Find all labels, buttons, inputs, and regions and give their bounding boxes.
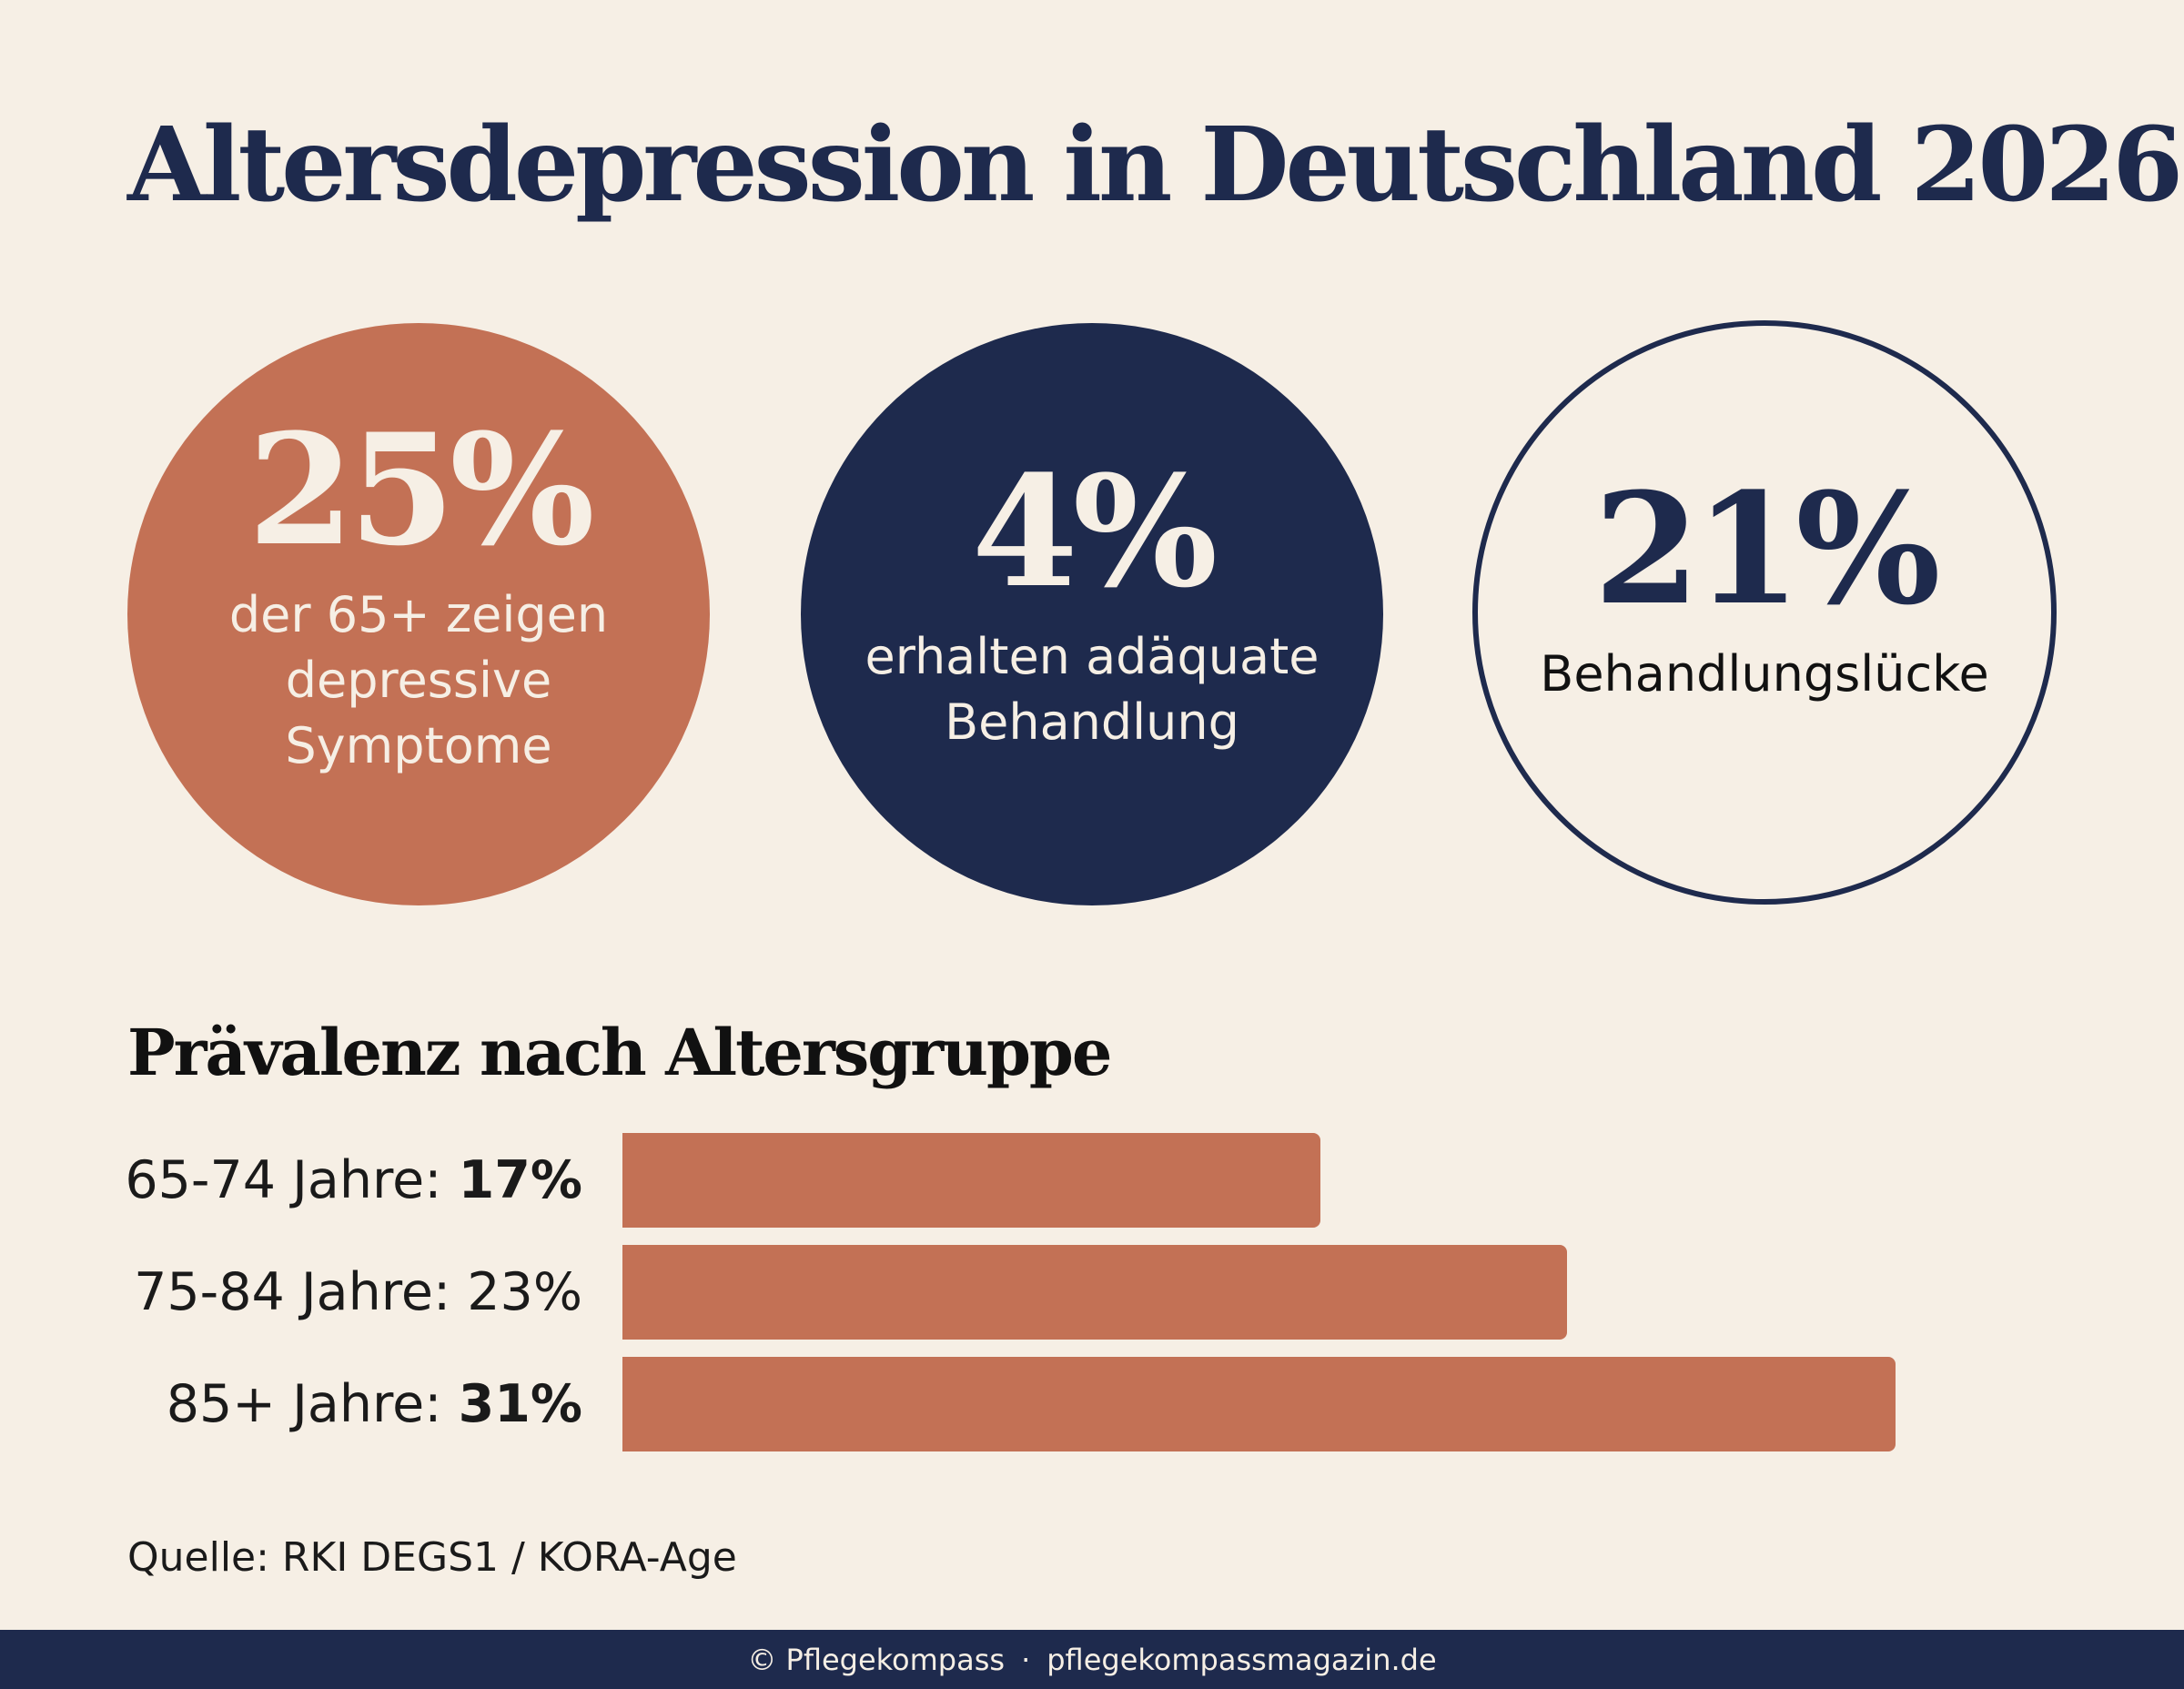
section-title: Prävalenz nach Altersgruppe [127,1015,1112,1090]
footer-separator: · [1021,1642,1031,1677]
bar-label-value: 23% [467,1262,582,1322]
stat-value: 21% [1593,459,1940,640]
bar-65-74-jahre [622,1133,1320,1228]
bar-85-jahre [622,1357,1896,1451]
stat-circle-treatment: 4% erhalten adäquate Behandlung [801,323,1383,905]
bar-label-category: 85+ Jahre: [166,1374,459,1434]
stat-caption: Behandlungslücke [1540,645,1989,703]
stat-value: 4% [971,441,1218,622]
bar-label-value: 31% [458,1374,582,1434]
bar-label: 85+ Jahre: 31% [0,1379,582,1431]
stat-circle-gap: 21% Behandlungslücke [1472,320,2057,905]
stat-caption: erhalten adäquate Behandlung [864,628,1320,751]
stat-caption: der 65+ zeigen depressive Symptome [228,586,609,774]
stat-value: 25% [248,399,594,581]
stat-circle-symptoms: 25% der 65+ zeigen depressive Symptome [127,323,710,905]
footer-copyright: © Pflegekompass [747,1642,1006,1677]
bar-label-category: 75-84 Jahre: [134,1262,468,1322]
footer-website-link[interactable]: pflegekompassmagazin.de [1046,1642,1437,1677]
bar-label: 75-84 Jahre: 23% [0,1267,582,1319]
source-note: Quelle: RKI DEGS1 / KORA-Age [127,1534,737,1581]
page-title: Altersdepression in Deutschland 2026 [127,106,2183,225]
footer: © Pflegekompass · pflegekompassmagazin.d… [0,1630,2184,1689]
bar-75-84-jahre [622,1245,1567,1340]
bar-label: 65-74 Jahre: 17% [0,1155,582,1207]
bar-label-value: 17% [458,1150,582,1210]
bar-label-category: 65-74 Jahre: [125,1150,459,1210]
